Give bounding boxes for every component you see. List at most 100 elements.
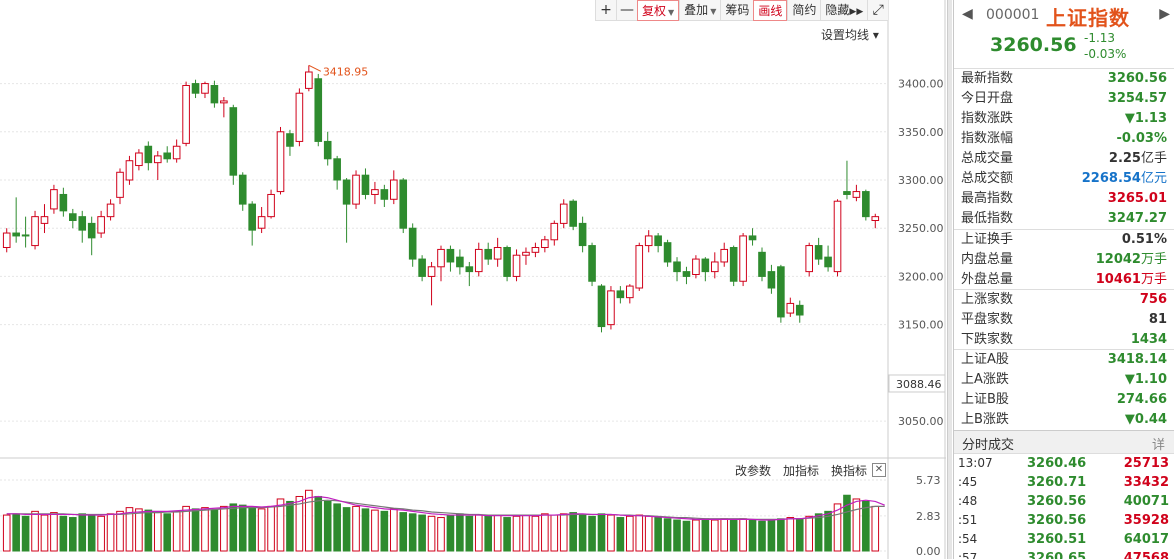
candle-body <box>654 235 662 247</box>
tick-row: 13:07 3260.46 25713 <box>954 456 1174 475</box>
volume-bar <box>729 519 738 552</box>
candle-body <box>852 191 861 198</box>
set-ma-dropdown[interactable]: 设置均线 ▾ <box>821 28 879 42</box>
volume-bar <box>862 500 870 552</box>
volume-bar <box>446 514 455 552</box>
tick-row: :54 3260.51 64017 <box>954 532 1174 551</box>
ticks-title: 分时成交 <box>962 438 1015 453</box>
stat-value: 756 <box>1140 290 1167 310</box>
tick-price: 3260.65 <box>1027 551 1087 559</box>
candle-body <box>446 248 455 263</box>
tick-time: :45 <box>958 475 978 489</box>
candle-body <box>493 247 502 260</box>
draw-line-button[interactable]: 画线 <box>753 0 788 21</box>
stat-label: 最新指数 <box>961 71 1014 86</box>
volume-bar <box>682 520 691 552</box>
candle-body <box>833 200 842 273</box>
ticks-header: 分时成交 详 <box>954 430 1174 454</box>
stat-value: 81 <box>1149 310 1167 330</box>
change-value: -1.13 <box>1084 31 1116 45</box>
ticks-detail-button[interactable]: 详 <box>1151 438 1165 453</box>
candle-body <box>692 258 700 276</box>
next-stock-icon[interactable]: ▶ <box>1159 6 1170 22</box>
double-arrow-icon: ▶▶ <box>849 7 864 17</box>
candle-body <box>512 254 521 277</box>
stat-label: 最高指数 <box>961 191 1014 206</box>
volume-bar <box>550 514 559 552</box>
simple-mode-button[interactable]: 简约 <box>787 0 820 21</box>
candle-body <box>135 152 143 167</box>
stat-label: 下跌家数 <box>961 332 1014 347</box>
stat-value: ▼1.13 <box>1125 109 1167 129</box>
volume-bar <box>465 515 474 552</box>
candle-body <box>663 242 672 263</box>
volume-bar <box>248 507 256 552</box>
stat-number: 3247.27 <box>1107 211 1167 226</box>
fullscreen-icon[interactable]: ⤢ <box>867 0 888 21</box>
stat-label: 上证换手 <box>961 232 1014 247</box>
candle-body <box>163 152 172 160</box>
volume-bar <box>663 518 672 552</box>
candle-body <box>182 85 190 144</box>
candle-body <box>607 290 615 326</box>
volume-bar <box>31 510 39 552</box>
prev-stock-icon[interactable]: ◀ <box>962 6 973 22</box>
stat-value: 274.66 <box>1117 390 1167 410</box>
stat-number: ▼1.13 <box>1124 111 1167 126</box>
stat-value: 2.25亿手 <box>1109 149 1167 169</box>
stat-unit: 亿手 <box>1140 151 1167 166</box>
candle-body <box>323 140 332 160</box>
overlay-dropdown[interactable]: 叠加 ▼ <box>679 0 720 21</box>
candle-body <box>474 248 483 273</box>
volume-bar <box>210 509 219 552</box>
zoom-in-button[interactable]: + <box>595 0 616 21</box>
stat-label: 上A涨跌 <box>961 372 1009 387</box>
candle-body <box>739 235 747 282</box>
volume-controls: 改参数 加指标 换指标 <box>735 462 867 479</box>
candle-body <box>295 92 304 142</box>
close-icon[interactable]: ✕ <box>872 463 886 477</box>
stat-label: 总成交额 <box>961 171 1014 186</box>
change-params-link[interactable]: 改参数 <box>735 464 772 478</box>
scrollbar[interactable] <box>947 0 952 559</box>
volume-bar <box>833 503 842 552</box>
volume-bar <box>814 513 823 552</box>
stat-number: ▼0.44 <box>1124 412 1167 427</box>
candle-body <box>635 245 644 289</box>
current-price-label: 3088.46 <box>896 378 942 391</box>
stat-label: 上证A股 <box>961 352 1009 367</box>
candle-body <box>97 216 105 234</box>
stat-row: 总成交额 2268.54亿元 <box>954 169 1174 189</box>
volume-bar <box>12 513 20 552</box>
volume-bar <box>437 517 445 552</box>
add-indicator-link[interactable]: 加指标 <box>783 464 820 478</box>
candle-body <box>437 248 445 268</box>
stat-row: 上A涨跌 ▼1.10 <box>954 370 1174 390</box>
candle-body <box>153 155 162 164</box>
stat-value: 3247.27 <box>1108 209 1167 229</box>
candle-body <box>172 145 181 160</box>
volume-bar <box>371 509 379 552</box>
volume-bar <box>144 509 153 552</box>
volume-bar <box>323 500 332 552</box>
chip-button[interactable]: 筹码 <box>720 0 753 21</box>
stat-value: 3260.56 <box>1108 69 1167 89</box>
volume-bar <box>588 515 596 552</box>
candle-body <box>805 245 813 273</box>
hide-button[interactable]: 隐藏▶▶ <box>820 0 867 21</box>
fuquan-dropdown[interactable]: 复权 ▼ <box>637 0 680 21</box>
candle-body <box>201 83 209 94</box>
stat-label: 指数涨幅 <box>961 131 1014 146</box>
price-tick-label: 3400.00 <box>898 78 944 91</box>
stat-row: 上涨家数 756 <box>954 290 1174 310</box>
switch-indicator-link[interactable]: 换指标 <box>831 464 868 478</box>
candle-body <box>342 179 351 205</box>
stat-value: 0.51% <box>1122 230 1167 250</box>
price-change: -1.13 -0.03% <box>1084 30 1126 62</box>
tick-time: :54 <box>958 532 978 546</box>
stat-value: ▼1.10 <box>1125 370 1167 390</box>
kline-chart[interactable]: 3400.00 3350.00 3300.00 3250.00 3200.00 3150.… <box>0 0 946 559</box>
volume-bar <box>635 514 644 552</box>
zoom-out-button[interactable]: — <box>616 0 637 21</box>
candle-body <box>408 227 417 260</box>
